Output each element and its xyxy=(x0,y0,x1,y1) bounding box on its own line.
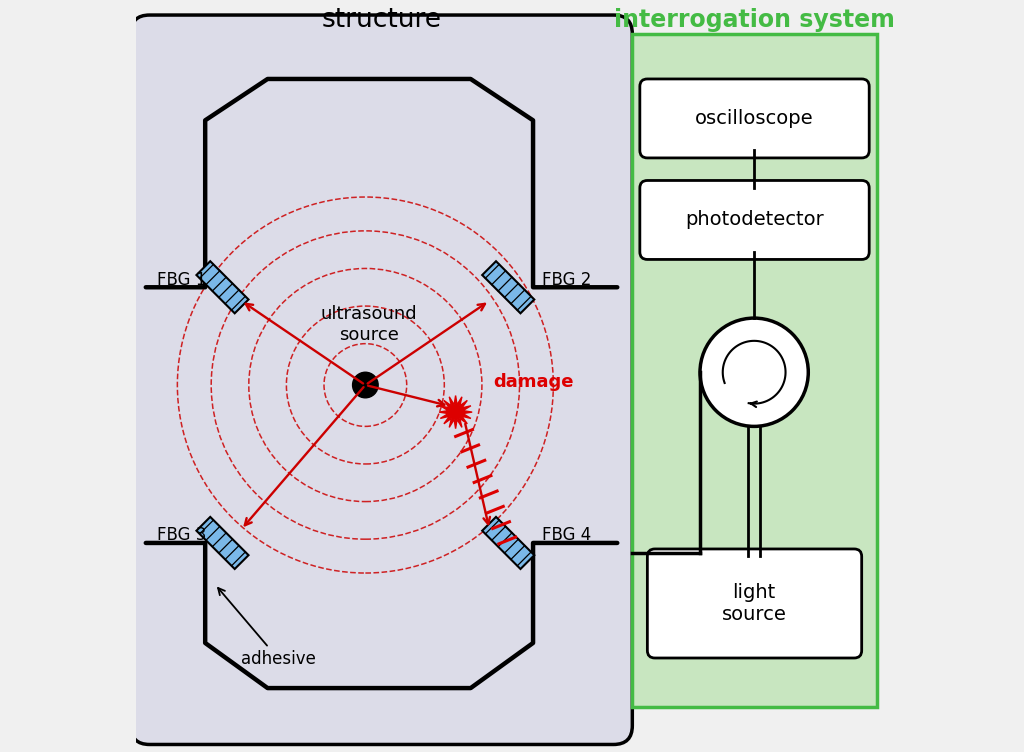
Polygon shape xyxy=(439,396,472,429)
Text: interrogation system: interrogation system xyxy=(614,8,895,32)
Circle shape xyxy=(700,318,808,426)
FancyBboxPatch shape xyxy=(640,180,869,259)
Text: FBG 3: FBG 3 xyxy=(157,526,207,544)
Text: photodetector: photodetector xyxy=(685,211,823,229)
FancyBboxPatch shape xyxy=(131,15,633,744)
Polygon shape xyxy=(197,261,249,314)
FancyBboxPatch shape xyxy=(633,34,877,707)
Text: light
source: light source xyxy=(722,583,786,624)
Text: FBG 2: FBG 2 xyxy=(542,271,592,289)
Text: structure: structure xyxy=(322,8,441,33)
Text: ultrasound
source: ultrasound source xyxy=(321,305,418,344)
FancyBboxPatch shape xyxy=(640,79,869,158)
Text: oscilloscope: oscilloscope xyxy=(695,109,813,128)
Polygon shape xyxy=(197,517,249,569)
Text: damage: damage xyxy=(494,373,573,391)
Text: FBG 4: FBG 4 xyxy=(542,526,591,544)
FancyBboxPatch shape xyxy=(647,549,861,658)
Text: FBG 1: FBG 1 xyxy=(157,271,207,289)
Polygon shape xyxy=(482,517,535,569)
Polygon shape xyxy=(482,261,535,314)
Text: adhesive: adhesive xyxy=(218,588,316,669)
Circle shape xyxy=(352,372,378,398)
